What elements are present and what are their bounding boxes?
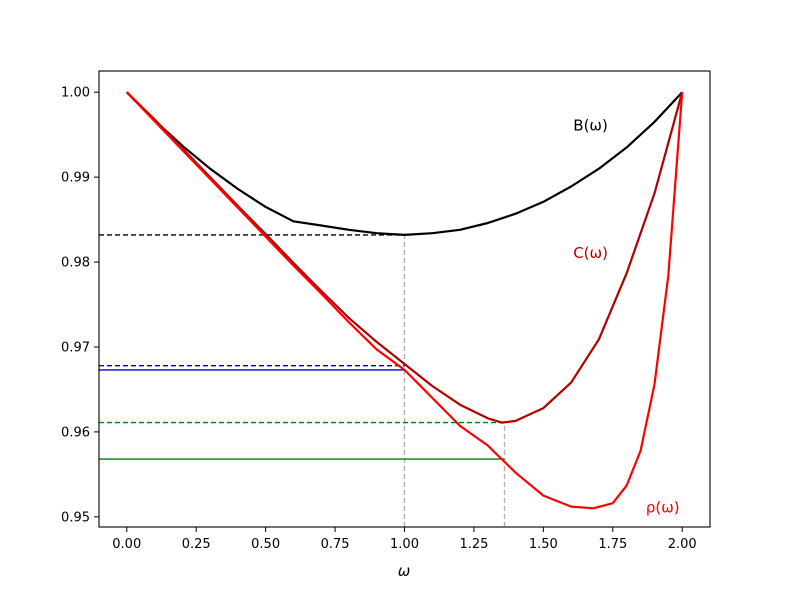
y-tick-label: 0.95 <box>61 510 90 525</box>
x-tick-label: 0.75 <box>321 537 350 552</box>
y-tick-label: 0.97 <box>61 340 90 355</box>
y-tick-label: 0.96 <box>61 425 90 440</box>
series-labels: B(ω) C(ω) ρ(ω) <box>573 116 679 516</box>
reference-lines <box>99 234 506 527</box>
series-line-0 <box>126 91 684 236</box>
x-tick-label: 0.00 <box>112 537 141 552</box>
x-axis: 0.00 0.25 0.50 0.75 1.00 1.25 1.50 1.75 2.00 <box>112 527 697 552</box>
x-tick-label: 0.25 <box>182 537 211 552</box>
series-line-1 <box>126 91 684 424</box>
series-label-1: C(ω) <box>573 244 608 262</box>
y-axis: 0.95 0.96 0.97 0.98 0.99 1.00 <box>61 86 99 525</box>
x-tick-label: 1.75 <box>598 537 627 552</box>
y-tick-label: 0.98 <box>61 256 90 271</box>
x-axis-label: ω <box>398 562 411 580</box>
x-tick-label: 0.50 <box>251 537 280 552</box>
x-tick-label: 2.00 <box>668 537 697 552</box>
x-tick-label: 1.00 <box>390 537 419 552</box>
series-label-2: ρ(ω) <box>646 499 680 517</box>
series-label-0: B(ω) <box>573 116 608 134</box>
y-tick-label: 0.99 <box>61 171 90 186</box>
x-tick-label: 1.50 <box>529 537 558 552</box>
series-lines <box>126 91 684 510</box>
series-line-2 <box>126 91 684 510</box>
y-tick-label: 1.00 <box>61 86 90 101</box>
x-tick-label: 1.25 <box>459 537 488 552</box>
